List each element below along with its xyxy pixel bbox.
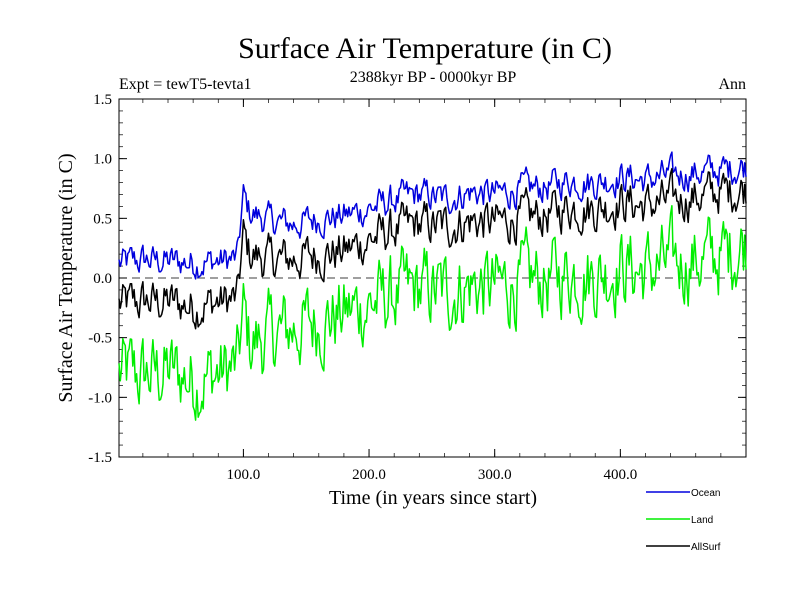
legend-label-allsurf: AllSurf [691, 542, 721, 553]
legend-label-ocean: Ocean [691, 488, 720, 499]
y-tick-label: 1.0 [93, 152, 112, 168]
y-tick-label: 0.5 [93, 211, 112, 227]
y-tick-label: -1.5 [88, 450, 112, 466]
x-tick-label: 200.0 [352, 467, 386, 483]
experiment-label: Expt = tewT5-tevta1 [119, 76, 252, 93]
y-tick-label: 0.0 [93, 271, 112, 287]
season-label: Ann [718, 76, 746, 93]
legend-label-land: Land [691, 515, 713, 526]
x-axis-label: Time (in years since start) [329, 487, 537, 509]
series-line-allsurf [118, 167, 747, 330]
chart-title: Surface Air Temperature (in C) [238, 32, 612, 65]
x-tick-label: 300.0 [478, 467, 512, 483]
series-lines [118, 151, 747, 421]
y-axis-label: Surface Air Temperature (in C) [55, 153, 77, 402]
series-line-ocean [118, 151, 747, 280]
chart-subtitle: 2388kyr BP - 0000kyr BP [350, 69, 517, 86]
series-line-land [118, 204, 747, 421]
y-tick-label: 1.5 [93, 92, 112, 108]
legend: Ocean Land AllSurf [646, 488, 721, 553]
x-tick-label: 100.0 [227, 467, 261, 483]
x-axis: 100.0 200.0 300.0 400.0 [142, 99, 722, 483]
y-tick-label: -0.5 [88, 331, 112, 347]
y-tick-label: -1.0 [88, 390, 112, 406]
x-tick-label: 400.0 [603, 467, 637, 483]
